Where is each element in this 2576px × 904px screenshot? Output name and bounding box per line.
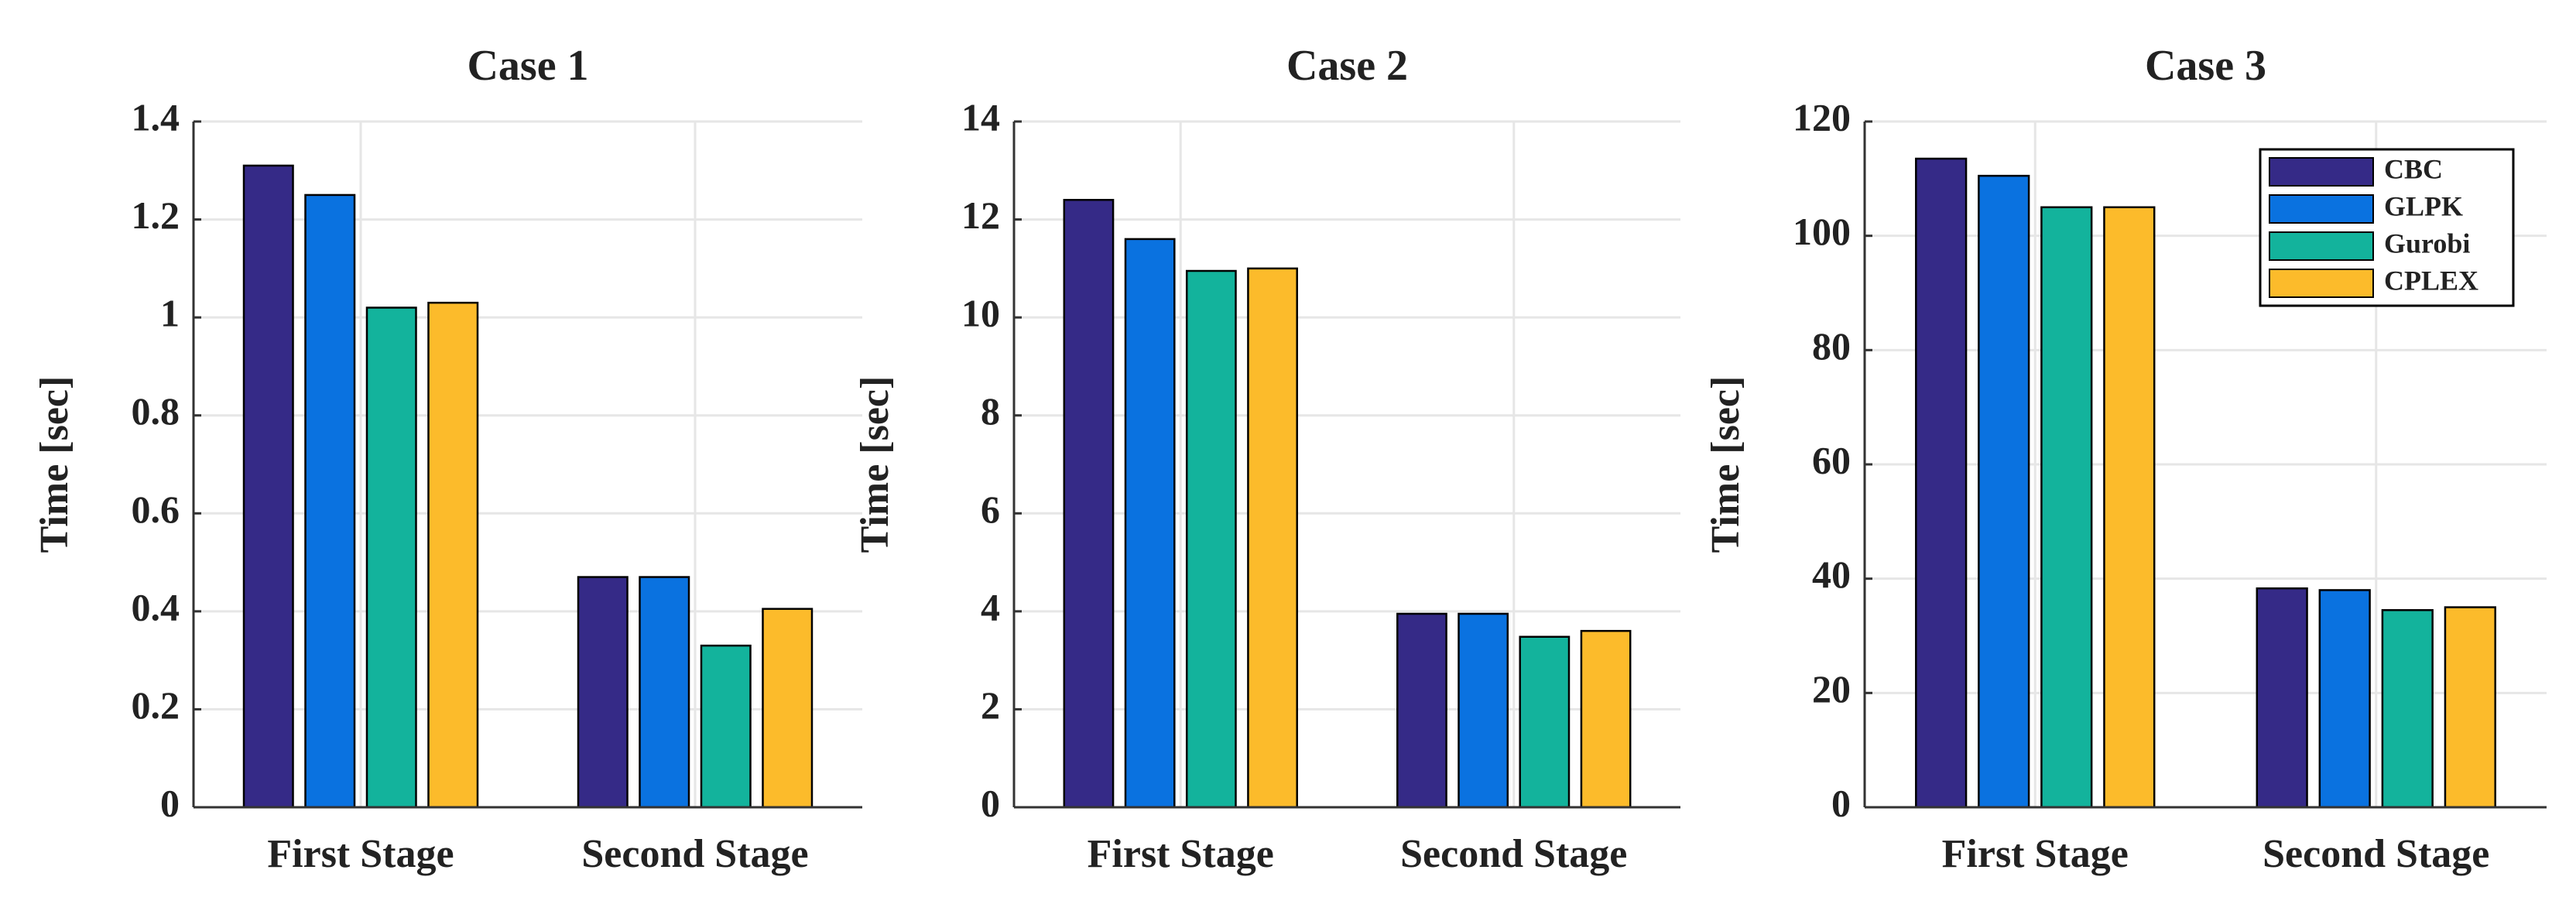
- bar: [365, 306, 417, 809]
- y-tick-label: 0.6: [132, 488, 180, 531]
- chart-title: Case 1: [467, 42, 588, 90]
- bar: [700, 644, 752, 809]
- bar: [762, 608, 814, 809]
- bar: [304, 193, 356, 809]
- bar: [2256, 587, 2308, 809]
- y-tick-label: 2: [981, 683, 1000, 727]
- y-tick-label: 12: [961, 193, 1000, 237]
- y-tick-label: 0: [1831, 781, 1851, 824]
- bar: [1063, 199, 1115, 809]
- bar: [2381, 609, 2434, 809]
- y-tick-label: 0.8: [132, 389, 180, 433]
- y-tick-label: 100: [1793, 210, 1851, 253]
- bar: [1915, 157, 1968, 809]
- y-tick-label: 0.2: [132, 683, 180, 727]
- legend-swatch: [2269, 269, 2374, 298]
- legend-label: Gurobi: [2384, 228, 2470, 259]
- y-tick-label: 6: [981, 488, 1000, 531]
- bar: [1458, 612, 1509, 809]
- legend-label: CBC: [2384, 153, 2443, 184]
- y-axis-label: Time [sec]: [1704, 376, 1748, 553]
- chart-title: Case 3: [2145, 42, 2266, 90]
- legend-swatch: [2269, 231, 2374, 261]
- bar: [2444, 606, 2496, 809]
- y-tick-label: 0.4: [132, 585, 180, 628]
- bar: [2103, 206, 2156, 809]
- bar: [1124, 238, 1176, 809]
- x-tick-label: Second Stage: [581, 832, 808, 876]
- y-tick-label: 1.2: [132, 193, 180, 237]
- chart-title: Case 2: [1286, 42, 1408, 90]
- bar: [1519, 635, 1571, 809]
- y-tick-label: 120: [1793, 95, 1851, 139]
- y-tick-label: 1.4: [132, 95, 180, 139]
- y-tick-label: 80: [1812, 324, 1851, 368]
- legend-label: CPLEX: [2384, 265, 2478, 296]
- bar: [242, 164, 294, 809]
- y-tick-label: 20: [1812, 667, 1851, 711]
- bar: [1247, 267, 1298, 809]
- y-tick-label: 0: [981, 781, 1000, 824]
- y-axis-label: Time [sec]: [853, 376, 897, 553]
- bar: [2040, 206, 2093, 809]
- y-tick-label: 14: [961, 95, 1000, 139]
- bar: [577, 576, 629, 809]
- y-axis-label: Time [sec]: [33, 376, 77, 553]
- x-tick-label: Second Stage: [1400, 832, 1627, 876]
- y-tick-label: 4: [981, 585, 1000, 628]
- bar: [2318, 589, 2371, 809]
- legend-swatch: [2269, 157, 2374, 187]
- y-tick-label: 10: [961, 292, 1000, 335]
- bar: [1978, 174, 2030, 809]
- y-tick-label: 0: [160, 781, 180, 824]
- x-tick-label: First Stage: [267, 832, 454, 876]
- y-tick-label: 60: [1812, 438, 1851, 481]
- x-tick-label: First Stage: [1942, 832, 2129, 876]
- y-tick-label: 8: [981, 389, 1000, 433]
- bar: [1185, 269, 1237, 809]
- y-tick-label: 1: [160, 292, 180, 335]
- x-tick-label: First Stage: [1088, 832, 1274, 876]
- legend-swatch: [2269, 194, 2374, 224]
- bar: [427, 301, 479, 809]
- x-tick-label: Second Stage: [2263, 832, 2489, 876]
- bar: [639, 576, 690, 809]
- legend-label: GLPK: [2384, 190, 2463, 221]
- bar: [1396, 612, 1447, 809]
- bar: [1580, 629, 1632, 809]
- y-tick-label: 40: [1812, 553, 1851, 596]
